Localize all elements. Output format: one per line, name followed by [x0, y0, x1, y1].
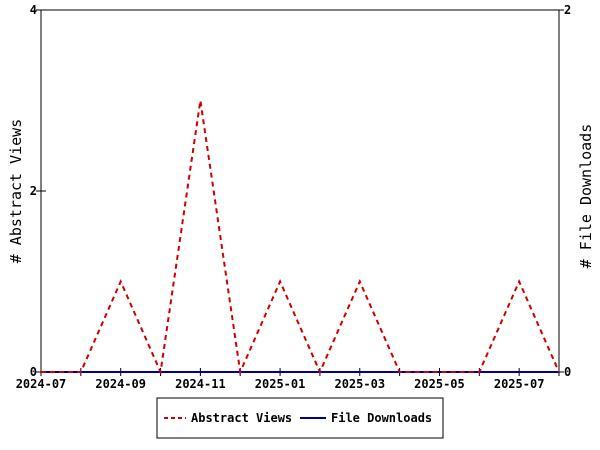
x-tick-label: 2024-07 — [16, 377, 67, 391]
x-axis: 2024-07 2024-09 2024-11 2025-01 2025-03 2025-… — [16, 368, 560, 391]
right-tick-label: 0 — [564, 365, 571, 379]
right-axis-title: # File Downloads — [577, 124, 595, 269]
x-tick-label: 2024-11 — [175, 377, 226, 391]
legend: Abstract Views File Downloads — [156, 397, 444, 439]
x-tick-label: 2025-03 — [334, 377, 385, 391]
series-layer — [41, 100, 560, 376]
left-tick-label: 0 — [30, 365, 37, 379]
plot-area — [40, 9, 560, 373]
legend-label-file-downloads: File Downloads — [331, 411, 432, 425]
left-tick-label: 4 — [30, 3, 37, 17]
x-tick-label: 2025-01 — [255, 377, 306, 391]
series-line-abstract-views — [41, 100, 560, 376]
legend-label-abstract-views: Abstract Views — [191, 411, 292, 425]
right-tick-label: 2 — [564, 3, 571, 17]
left-axis-title: # Abstract Views — [7, 119, 25, 264]
x-tick-label: 2025-07 — [494, 377, 545, 391]
x-tick-label: 2024-09 — [95, 377, 146, 391]
left-tick-label: 2 — [30, 184, 37, 198]
x-tick-label: 2025-05 — [414, 377, 465, 391]
